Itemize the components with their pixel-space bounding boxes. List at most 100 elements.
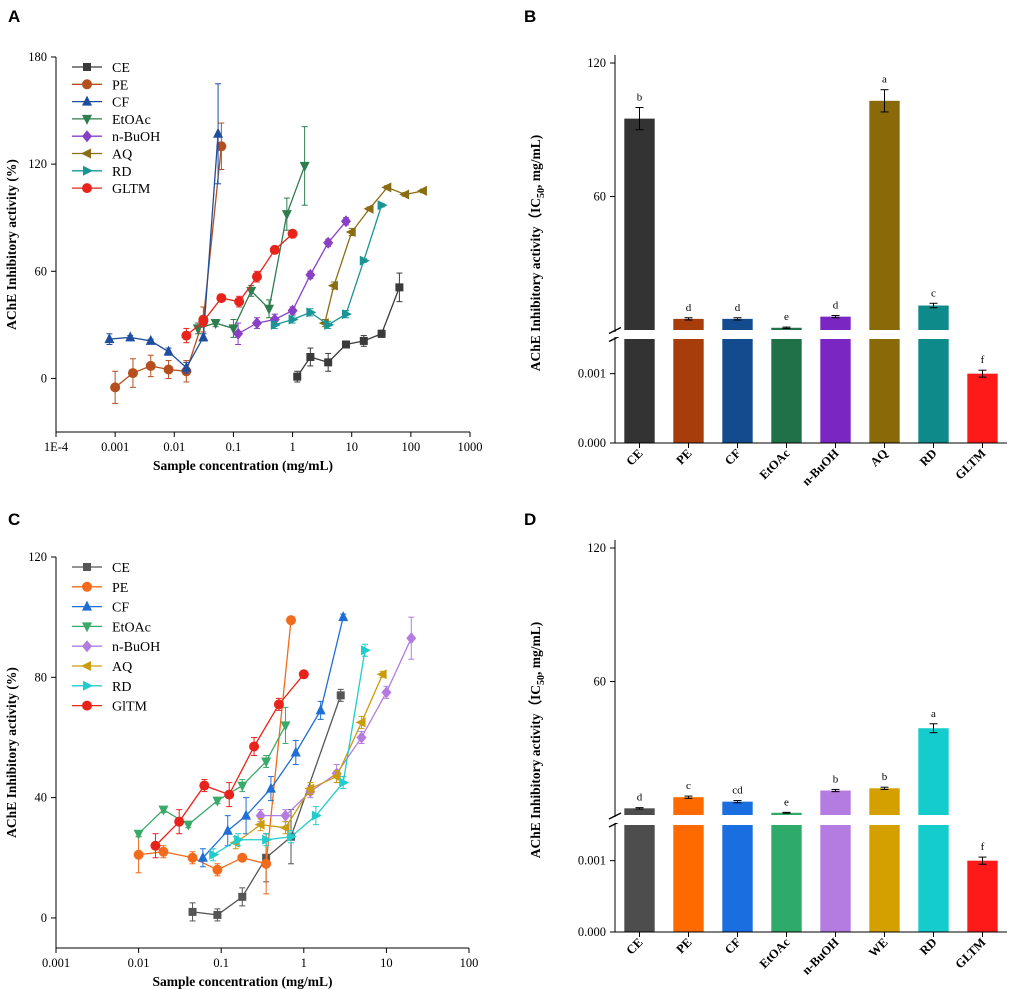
x-tick-label: 0.01	[163, 440, 185, 454]
bar-PE-lower	[673, 825, 704, 932]
series-EtOAc	[192, 126, 310, 338]
data-point	[181, 330, 192, 341]
data-point	[280, 721, 291, 732]
y-tick-label: 0.000	[578, 925, 606, 939]
series-EtOAc	[133, 706, 291, 840]
series-RD	[270, 200, 388, 330]
data-point	[359, 336, 368, 345]
data-point	[234, 834, 245, 845]
category-label: AQ	[867, 446, 890, 469]
plot-A	[51, 56, 471, 437]
legend-label: RD	[112, 680, 131, 695]
category-label: PE	[673, 446, 694, 467]
data-point	[287, 304, 298, 317]
data-point	[340, 215, 351, 228]
data-point	[360, 645, 371, 656]
data-point	[381, 686, 392, 699]
data-point	[188, 907, 197, 916]
legend-marker	[82, 600, 92, 611]
data-point	[163, 345, 174, 356]
bar-RD-upper	[918, 305, 949, 330]
legend-label: CE	[112, 561, 130, 576]
y-tick-label: 120	[28, 550, 47, 564]
data-point	[377, 200, 388, 211]
data-point	[273, 699, 284, 710]
bar-EtOAc-upper	[771, 812, 802, 815]
data-point	[287, 831, 298, 842]
x-tick-label: 0.01	[128, 956, 150, 970]
data-point	[210, 319, 221, 330]
data-point	[288, 314, 299, 325]
data-point	[341, 309, 352, 320]
data-point	[145, 360, 156, 371]
data-point	[265, 782, 276, 793]
plot-C	[51, 556, 470, 953]
category-label: RD	[917, 446, 940, 469]
legend-marker	[83, 680, 93, 691]
panel-letter-d: D	[524, 510, 536, 529]
data-point	[261, 757, 272, 768]
y-tick-label: 0.000	[578, 436, 606, 450]
category-label: EtOAc	[757, 935, 793, 971]
data-point	[212, 796, 223, 807]
data-point	[298, 669, 309, 680]
panel-letter-b: B	[524, 7, 536, 26]
y-axis-title-sub: 50	[536, 188, 547, 198]
data-point	[299, 161, 310, 172]
data-point	[280, 809, 291, 822]
y-tick-label: 180	[28, 50, 47, 64]
data-point	[145, 334, 156, 345]
legend-marker	[82, 581, 92, 592]
bar-GLTM-lower	[967, 373, 998, 443]
significance-letter: cd	[732, 785, 743, 797]
data-point	[363, 203, 374, 214]
data-point	[125, 331, 136, 342]
bar-n-BuOH-upper	[820, 790, 851, 815]
series-line	[324, 186, 424, 324]
significance-letter: f	[981, 841, 985, 853]
series-line	[260, 637, 412, 817]
data-point	[133, 849, 144, 860]
category-label: WE	[866, 935, 891, 960]
data-point	[290, 746, 301, 757]
legend-label: n-BuOH	[112, 130, 160, 145]
bar-WE-lower	[869, 825, 900, 932]
data-point	[174, 816, 185, 827]
data-point	[287, 228, 298, 239]
data-point	[150, 840, 161, 851]
x-tick-label: 100	[460, 956, 479, 970]
y-tick-label: 40	[35, 791, 48, 805]
data-point	[359, 255, 370, 266]
legend-marker	[82, 183, 92, 194]
y-axis-title-sub: 50	[536, 675, 547, 685]
x-tick-label: 0.001	[101, 440, 129, 454]
legend-label: n-BuOH	[112, 640, 160, 655]
bar-EtOAc-lower	[771, 339, 802, 443]
data-point	[341, 340, 350, 349]
bar-CE-lower	[624, 339, 655, 443]
data-point	[192, 324, 203, 335]
data-point	[234, 296, 245, 307]
data-point	[305, 268, 316, 281]
data-point	[345, 227, 356, 237]
bar-n-BuOH-lower	[820, 825, 851, 932]
series-CF	[104, 83, 224, 374]
significance-letter: d	[637, 792, 643, 804]
data-point	[183, 820, 194, 831]
y-axis-title: AChE Inhibitory activity（IC50, mg/mL)	[528, 622, 547, 859]
data-point	[181, 361, 192, 372]
significance-letter: c	[931, 287, 936, 299]
data-point	[216, 141, 227, 152]
x-tick-label: 1000	[458, 440, 483, 454]
legend-marker	[82, 95, 92, 106]
category-label: CE	[623, 935, 645, 957]
series-CE	[293, 272, 404, 383]
data-point	[356, 731, 367, 744]
data-point	[262, 834, 273, 845]
series-GlTM	[150, 669, 309, 859]
data-point	[381, 182, 392, 193]
legend-marker	[82, 640, 92, 653]
data-point	[224, 789, 235, 800]
y-axis-title: AChE Inhibitory activity（IC50, mg/mL)	[528, 135, 547, 372]
axis-break-gap	[616, 332, 1008, 337]
